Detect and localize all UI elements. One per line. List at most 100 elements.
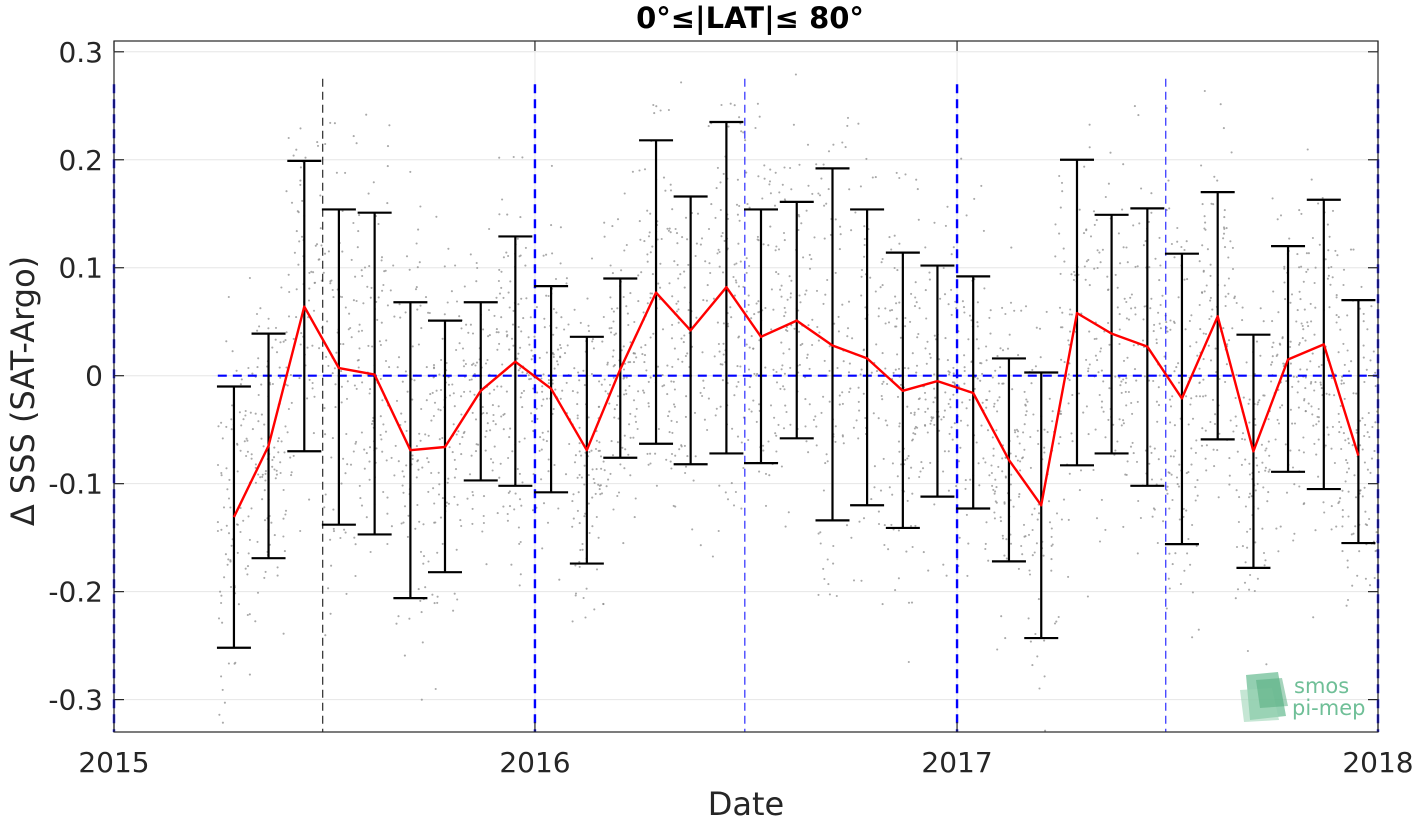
- scatter-point: [738, 204, 741, 208]
- scatter-point: [329, 538, 332, 541]
- scatter-point: [1204, 429, 1207, 432]
- scatter-point: [1228, 457, 1231, 460]
- scatter-point: [578, 450, 581, 453]
- scatter-point: [1001, 534, 1004, 537]
- scatter-point: [1241, 319, 1244, 322]
- scatter-point: [1322, 501, 1325, 504]
- scatter-point: [1346, 566, 1349, 569]
- scatter-point: [1070, 432, 1073, 435]
- scatter-point: [684, 354, 687, 358]
- scatter-point: [836, 366, 839, 370]
- scatter-point: [1088, 330, 1091, 333]
- scatter-point: [1313, 389, 1316, 392]
- scatter-point: [939, 297, 942, 300]
- scatter-point: [1096, 249, 1099, 252]
- scatter-point: [884, 307, 887, 310]
- scatter-point: [485, 412, 488, 415]
- scatter-point: [841, 435, 844, 438]
- scatter-point: [1099, 350, 1102, 353]
- scatter-point: [384, 430, 388, 433]
- scatter-point: [250, 453, 253, 456]
- scatter-point: [495, 331, 498, 334]
- scatter-point: [810, 258, 813, 261]
- scatter-point: [733, 394, 736, 397]
- scatter-point: [804, 293, 807, 296]
- scatter-point: [457, 430, 460, 433]
- scatter-point: [914, 281, 917, 284]
- scatter-point: [1333, 394, 1336, 397]
- scatter-point: [497, 331, 500, 334]
- scatter-point: [597, 536, 600, 539]
- scatter-point: [996, 648, 999, 651]
- scatter-point: [1363, 461, 1366, 464]
- scatter-point: [991, 436, 994, 439]
- scatter-point: [246, 573, 249, 576]
- scatter-point: [564, 473, 568, 476]
- scatter-point: [528, 378, 531, 381]
- scatter-point: [506, 334, 509, 337]
- scatter-point: [316, 144, 320, 147]
- scatter-point: [909, 320, 912, 323]
- scatter-point: [826, 278, 829, 282]
- scatter-point: [887, 321, 891, 324]
- scatter-point: [1031, 528, 1034, 532]
- scatter-point: [638, 169, 641, 172]
- scatter-point: [256, 366, 259, 369]
- scatter-point: [667, 415, 670, 418]
- scatter-point: [350, 258, 353, 261]
- scatter-point: [227, 662, 230, 665]
- scatter-point: [815, 425, 818, 428]
- scatter-point: [1189, 345, 1192, 348]
- scatter-point: [1000, 615, 1003, 618]
- scatter-point: [781, 364, 784, 367]
- scatter-point: [382, 490, 385, 494]
- scatter-point: [558, 578, 561, 581]
- scatter-point: [1243, 581, 1247, 584]
- scatter-point: [808, 253, 811, 256]
- scatter-point: [718, 484, 721, 487]
- scatter-point: [758, 115, 761, 118]
- scatter-point: [772, 308, 775, 311]
- scatter-point: [1205, 444, 1208, 447]
- scatter-point: [815, 163, 818, 166]
- scatter-point: [634, 497, 637, 500]
- scatter-point: [355, 387, 358, 390]
- scatter-point: [1170, 473, 1173, 476]
- scatter-point: [1281, 336, 1284, 339]
- scatter-point: [991, 376, 994, 379]
- scatter-point: [1366, 431, 1369, 434]
- scatter-point: [246, 450, 249, 453]
- scatter-point: [636, 427, 639, 431]
- scatter-point: [593, 608, 596, 611]
- scatter-point: [557, 507, 560, 510]
- scatter-point: [1274, 438, 1277, 441]
- scatter-point: [763, 164, 766, 167]
- scatter-point: [750, 317, 753, 320]
- scatter-point: [685, 395, 688, 398]
- scatter-point: [1042, 554, 1045, 557]
- scatter-point: [883, 524, 886, 527]
- scatter-point: [1006, 347, 1010, 350]
- scatter-point: [286, 384, 289, 387]
- scatter-point: [862, 517, 866, 520]
- scatter-point: [496, 348, 499, 351]
- scatter-point: [1062, 247, 1065, 250]
- scatter-point: [1335, 321, 1338, 324]
- scatter-point: [495, 296, 498, 299]
- scatter-point: [594, 492, 597, 495]
- scatter-point: [612, 376, 615, 379]
- scatter-point: [379, 415, 382, 418]
- scatter-point: [553, 367, 556, 370]
- scatter-point: [385, 339, 388, 342]
- y-tick-label: 0: [85, 360, 103, 393]
- scatter-point: [814, 415, 817, 418]
- scatter-point: [295, 230, 298, 233]
- error-bars: [216, 120, 1376, 649]
- scatter-point: [1321, 196, 1324, 200]
- scatter-point: [474, 418, 478, 421]
- scatter-point: [231, 350, 234, 353]
- scatter-point: [547, 470, 550, 473]
- scatter-point: [441, 337, 444, 340]
- scatter-point: [1135, 460, 1139, 463]
- scatter-point: [781, 183, 784, 186]
